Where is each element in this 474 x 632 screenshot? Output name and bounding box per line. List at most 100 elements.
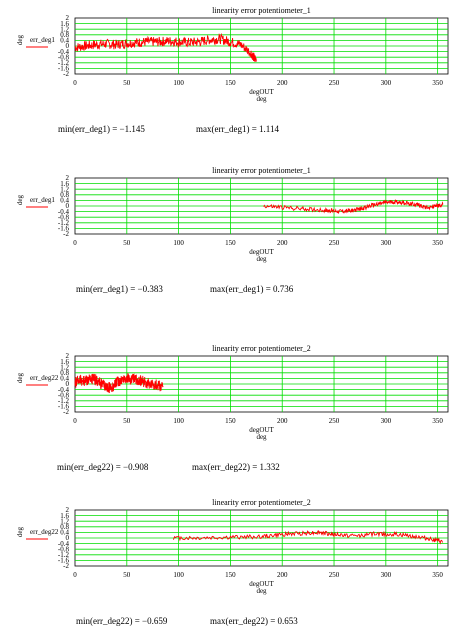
x-axis-label: degOUT [249, 248, 274, 256]
y-tick-label: 1.6 [60, 512, 69, 520]
legend-label: err_deg22 [30, 528, 59, 536]
max-stat-4: max(err_deg22) = 0.653 [210, 616, 298, 626]
y-tick-label: 0.8 [60, 31, 69, 39]
x-tick-label: 200 [277, 239, 288, 247]
y-tick-label: -1.6 [58, 557, 70, 565]
y-tick-label: -1.2 [58, 219, 70, 227]
x-tick-label: 300 [381, 571, 392, 579]
chart-title: linearity error potentiometer_1 [212, 166, 311, 175]
series-line-err_deg22 [74, 373, 164, 394]
y-tick-label: -1.2 [58, 551, 70, 559]
y-tick-label: -2 [63, 230, 69, 238]
y-tick-label: -1.2 [58, 59, 70, 67]
min-stat-4: min(err_deg22) = −0.659 [76, 616, 168, 626]
chart-svg-1: linearity error potentiometer_1 21.61.20.… [16, 6, 449, 103]
y-tick-label: -1.6 [58, 225, 70, 233]
x-tick-label: 0 [73, 417, 77, 425]
x-tick-label: 350 [432, 417, 443, 425]
y-axis-label: deg [16, 372, 24, 383]
x-tick-label: 0 [73, 239, 77, 247]
y-tick-label: 0 [66, 534, 70, 542]
y-tick-label: -1.6 [58, 403, 70, 411]
x-tick-label: 0 [73, 571, 77, 579]
x-tick-label: 350 [432, 239, 443, 247]
x-tick-label: 50 [123, 239, 131, 247]
x-tick-label: 200 [277, 417, 288, 425]
x-tick-label: 350 [432, 571, 443, 579]
y-tick-label: 1.6 [60, 180, 69, 188]
y-tick-label: -1.6 [58, 65, 70, 73]
chart-svg-4: linearity error potentiometer_221.61.20.… [16, 498, 449, 595]
y-tick-label: 0.8 [60, 369, 69, 377]
chart-panel-2: linearity error potentiometer_1 2 1.6 1.2 0.… [0, 160, 474, 310]
x-axis-label: degOUT [249, 580, 274, 588]
y-tick-label: 0 [66, 42, 70, 50]
y-tick-label: -0.8 [58, 391, 70, 399]
x-tick-label: 200 [277, 79, 288, 87]
chart-svg-2: linearity error potentiometer_121.61.20.… [16, 166, 449, 263]
legend-label: err_deg1 [30, 36, 55, 44]
y-tick-label: -0.4 [58, 208, 70, 216]
legend-label: err_deg1 [30, 196, 55, 204]
x-tick-label: 0 [73, 79, 77, 87]
x-tick-label: 150 [225, 239, 236, 247]
x-tick-label: 100 [173, 239, 184, 247]
y-tick-label: 0.8 [60, 523, 69, 531]
x-tick-label: 50 [123, 79, 131, 87]
y-tick-label: 1.2 [60, 25, 69, 33]
max-stat-2: max(err_deg1) = 0.736 [210, 284, 294, 294]
x-tick-label: 150 [225, 79, 236, 87]
series-line-err_deg22 [173, 529, 443, 545]
y-axis-label: deg [16, 34, 24, 45]
chart-panel-3: linearity error potentiometer_2 2 1.6 1.2 0.… [0, 338, 474, 488]
x-tick-label: 100 [173, 571, 184, 579]
chart-title: linearity error potentiometer_2 [212, 344, 311, 353]
x-tick-label: 150 [225, 571, 236, 579]
x-tick-label: 350 [432, 79, 443, 87]
y-tick-label: -0.8 [58, 53, 70, 61]
series-line-err_deg1 [263, 199, 444, 215]
y-tick-label: 1.6 [60, 358, 69, 366]
max-stat-1: max(err_deg1) = 1.114 [196, 124, 279, 134]
y-tick-label: 0.8 [60, 191, 69, 199]
x-tick-label: 250 [329, 239, 340, 247]
y-tick-label: 1.2 [60, 363, 69, 371]
legend-label: err_deg22 [30, 374, 59, 382]
min-stat-1: min(err_deg1) = −1.145 [58, 124, 145, 134]
x-tick-label: 300 [381, 417, 392, 425]
y-tick-label: -2 [63, 70, 69, 78]
x-axis-unit: deg [256, 587, 267, 595]
y-axis-label: deg [16, 526, 24, 537]
min-stat-2: min(err_deg1) = −0.383 [76, 284, 163, 294]
y-tick-label: 1.6 [60, 20, 69, 28]
y-tick-label: -0.4 [58, 386, 70, 394]
chart-title: linearity error potentiometer_1 [212, 6, 311, 15]
chart-title: linearity error potentiometer_2 [212, 498, 311, 507]
chart-svg-3: linearity error potentiometer_221.61.20.… [16, 344, 449, 441]
y-tick-label: -0.4 [58, 540, 70, 548]
y-tick-label: 2 [66, 174, 70, 182]
x-tick-label: 50 [123, 417, 131, 425]
x-axis-unit: deg [256, 95, 267, 103]
y-tick-label: 0.4 [60, 197, 69, 205]
chart-panel-4: linearity error potentiometer_2 2 1.6 1.2 0.… [0, 492, 474, 632]
y-tick-label: 0 [66, 202, 70, 210]
y-tick-label: -1.2 [58, 397, 70, 405]
x-tick-label: 100 [173, 79, 184, 87]
x-tick-label: 300 [381, 239, 392, 247]
x-tick-label: 250 [329, 79, 340, 87]
x-axis-label: degOUT [249, 426, 274, 434]
y-tick-label: 2 [66, 506, 70, 514]
x-tick-label: 200 [277, 571, 288, 579]
x-tick-label: 50 [123, 571, 131, 579]
y-axis-label: deg [16, 194, 24, 205]
y-tick-label: 1.2 [60, 185, 69, 193]
series-line-err_deg1 [74, 32, 257, 63]
chart-panel-1: linearity error potentiometer_1 2 1.6 1.2 0.… [0, 0, 474, 150]
x-tick-label: 250 [329, 571, 340, 579]
y-tick-label: 0 [66, 380, 70, 388]
x-axis-unit: deg [256, 433, 267, 441]
y-tick-label: 2 [66, 14, 70, 22]
max-stat-3: max(err_deg22) = 1.332 [192, 462, 280, 472]
y-tick-label: -2 [63, 562, 69, 570]
